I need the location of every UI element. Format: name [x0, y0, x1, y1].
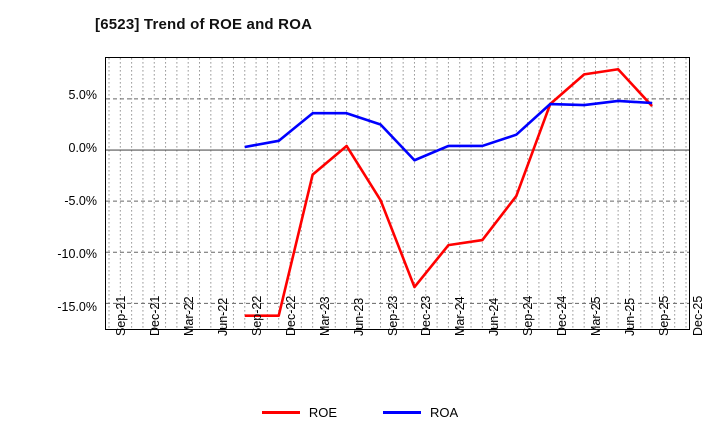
legend-label-roe: ROE — [308, 405, 337, 420]
series-line-roe — [244, 67, 654, 318]
x-tick-label: Mar-23 — [317, 296, 332, 336]
x-tick-label: Dec-25 — [691, 295, 705, 336]
legend-item-roa: ROA — [383, 405, 458, 420]
major-gridlines-y — [106, 98, 689, 304]
data-series-group — [244, 67, 654, 318]
x-tick-label: Dec-22 — [283, 295, 298, 336]
x-tick-label: Mar-25 — [589, 296, 604, 336]
x-tick-label: Dec-24 — [555, 295, 570, 336]
y-tick-label: -15.0% — [57, 300, 97, 314]
legend-swatch-roa — [383, 411, 421, 414]
x-tick-label: Jun-23 — [351, 297, 366, 336]
y-tick-label: 5.0% — [68, 88, 98, 102]
legend-label-roa: ROA — [430, 405, 459, 420]
series-line-roa — [244, 99, 653, 162]
chart-legend: ROE ROA — [0, 405, 720, 420]
x-tick-label: Jun-22 — [215, 297, 230, 336]
x-tick-label: Sep-25 — [657, 295, 672, 336]
x-tick-label: Mar-22 — [181, 296, 196, 336]
x-tick-label: Jun-25 — [623, 297, 638, 336]
legend-swatch-roe — [261, 411, 300, 414]
plot-svg — [106, 58, 689, 329]
x-tick-label: Mar-24 — [453, 296, 468, 336]
y-tick-label: 0.0% — [68, 141, 98, 155]
x-tick-label: Dec-21 — [147, 295, 162, 336]
legend-item-roe: ROE — [261, 405, 337, 420]
x-tick-label: Sep-24 — [521, 295, 536, 336]
page-title: [6523] Trend of ROE and ROA — [95, 16, 313, 33]
y-tick-label: -10.0% — [57, 247, 97, 261]
x-tick-label: Sep-21 — [114, 295, 128, 336]
x-tick-label: Sep-22 — [249, 295, 264, 336]
y-tick-label: -5.0% — [64, 194, 97, 208]
plot-area — [105, 57, 690, 330]
x-tick-label: Sep-23 — [385, 295, 400, 336]
x-tick-label: Dec-23 — [419, 295, 434, 336]
x-tick-label: Jun-24 — [487, 297, 502, 336]
y-axis-labels: 5.0% 0.0% -5.0% -10.0% -15.0% — [0, 0, 105, 440]
